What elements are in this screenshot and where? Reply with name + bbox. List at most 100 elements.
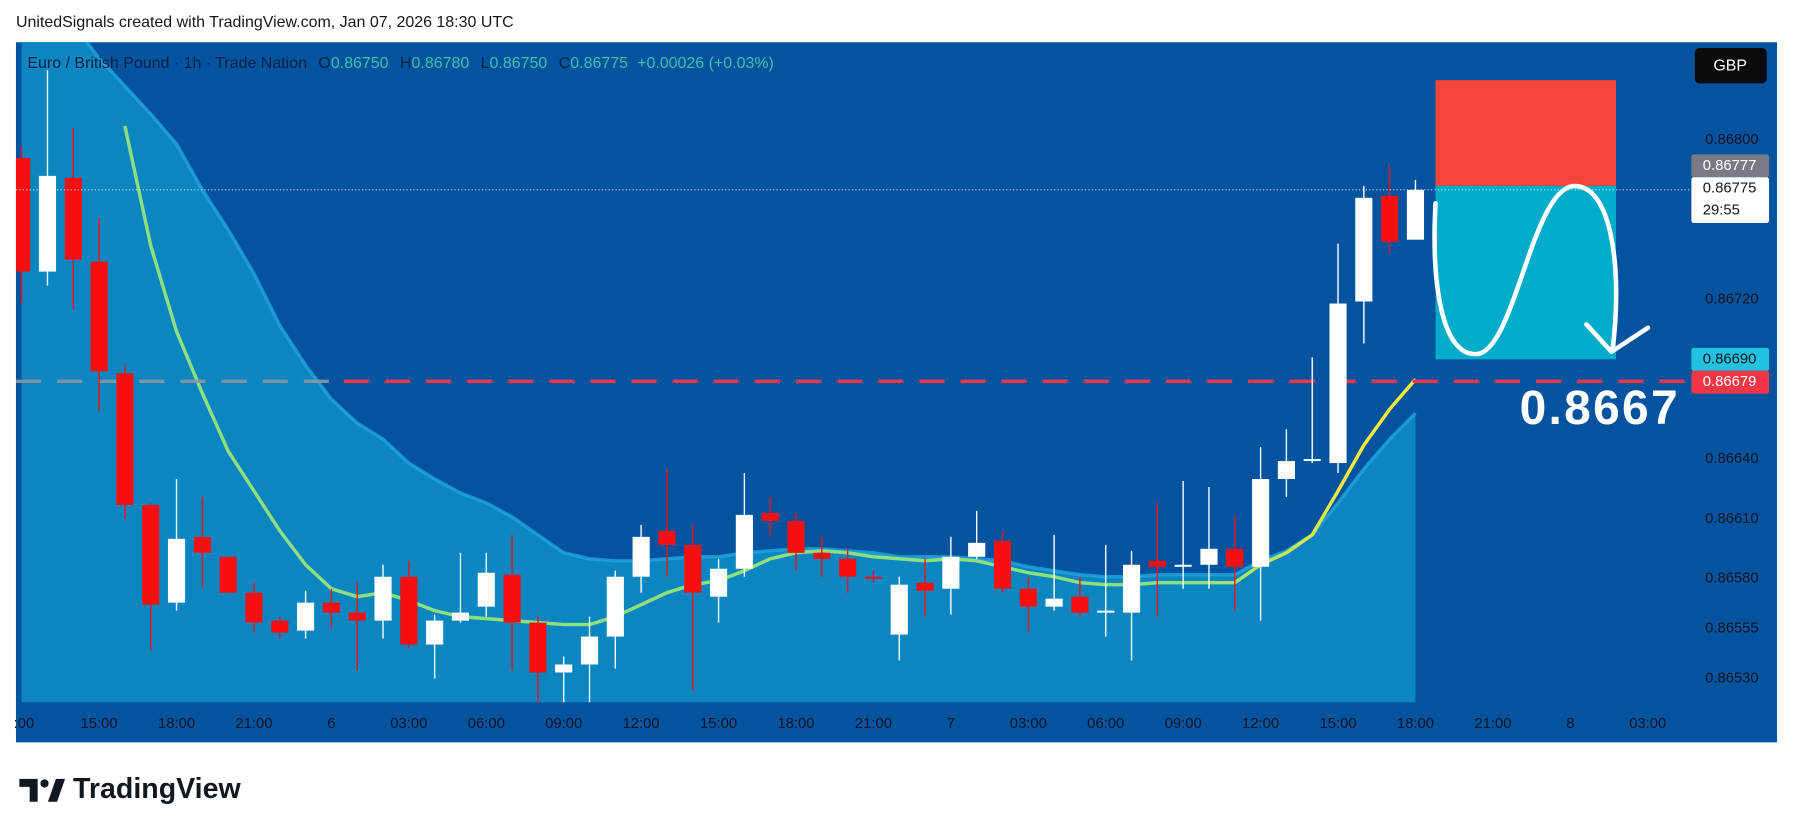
candle-body xyxy=(322,602,340,613)
legend-value: 0.86750 xyxy=(490,55,548,72)
x-tick-label: 18:00 xyxy=(158,716,195,732)
candle-body xyxy=(1071,596,1089,613)
candle-body xyxy=(219,556,237,593)
candle-body xyxy=(580,636,599,665)
price-label: 0.86690 xyxy=(1703,351,1757,367)
candle-body xyxy=(709,568,728,597)
price-label-bg xyxy=(1691,154,1770,178)
legend-key: H xyxy=(400,55,412,72)
candle-body xyxy=(1045,598,1063,607)
candle-body xyxy=(15,157,31,272)
y-tick-label: 0.86555 xyxy=(1705,621,1759,637)
candle-body xyxy=(477,572,495,607)
target-zone xyxy=(1435,185,1617,360)
candle-body xyxy=(90,261,108,372)
candle-body xyxy=(1200,548,1218,565)
candle-body xyxy=(1226,548,1244,567)
candle-body xyxy=(193,536,211,553)
plot-area xyxy=(15,42,1690,703)
legend-value: 0.86750 xyxy=(331,55,389,72)
x-tick-label: 15:00 xyxy=(1319,716,1356,732)
x-tick-label: 03:00 xyxy=(390,716,427,732)
candle-body xyxy=(735,514,753,569)
candle-body xyxy=(38,175,57,272)
price-label: 0.86775 xyxy=(1703,181,1757,197)
candle-body xyxy=(1303,459,1321,462)
drawn-arrow xyxy=(1432,183,1619,357)
candle-body xyxy=(426,620,444,645)
candle-body xyxy=(916,582,934,591)
x-tick-label: 06:00 xyxy=(1087,716,1124,732)
y-tick-label: 0.86530 xyxy=(1705,670,1759,686)
candle-body xyxy=(503,574,521,623)
candle-body xyxy=(864,576,882,579)
x-tick-label: :00 xyxy=(14,716,35,732)
y-tick-label: 0.86610 xyxy=(1705,511,1759,527)
candle-body xyxy=(632,536,650,577)
y-tick-label: 0.86580 xyxy=(1705,571,1759,587)
candle-body xyxy=(839,558,857,577)
x-tick-label: 21:00 xyxy=(855,716,892,732)
x-tick-label: 18:00 xyxy=(1397,716,1434,732)
stop-zone xyxy=(1435,80,1617,186)
cloud-area xyxy=(21,42,1416,703)
x-tick-label: 03:00 xyxy=(1629,716,1666,732)
candle-body xyxy=(1277,461,1295,480)
candle-body xyxy=(555,664,573,673)
x-tick-label: 21:00 xyxy=(1474,716,1511,732)
legend-change: +0.00026 (+0.03%) xyxy=(637,55,774,72)
x-tick-label: 18:00 xyxy=(777,716,814,732)
legend-key: O xyxy=(318,55,330,72)
price-label: 0.86679 xyxy=(1703,374,1757,390)
candle-body xyxy=(271,620,289,633)
x-tick-label: 09:00 xyxy=(545,716,582,732)
drawn-arrow-head xyxy=(1584,322,1651,355)
price-label: 0.86777 xyxy=(1703,158,1757,174)
candle-body xyxy=(142,504,160,605)
overlay: 0.8667 xyxy=(15,80,1690,435)
candle-body xyxy=(116,373,134,505)
price-label-bg xyxy=(1691,347,1770,371)
candle-body xyxy=(374,576,392,621)
legend-symbol: Euro / British Pound · 1h · Trade Nation xyxy=(27,55,307,72)
candle-body xyxy=(1097,610,1115,613)
y-tick-label: 0.86640 xyxy=(1705,451,1759,467)
candle-body xyxy=(400,576,418,645)
currency-button[interactable]: GBP xyxy=(1713,57,1747,74)
candle-body xyxy=(993,540,1012,589)
candle-body xyxy=(1174,564,1192,567)
x-tick-label: 7 xyxy=(947,716,955,732)
candle-body xyxy=(1252,479,1270,567)
candle-body xyxy=(813,552,831,559)
candle-body xyxy=(1122,564,1141,613)
candle-body xyxy=(1381,195,1399,242)
x-tick-label: 8 xyxy=(1566,716,1574,732)
price-label-bg xyxy=(1691,177,1770,223)
x-tick-label: 12:00 xyxy=(623,716,660,732)
x-tick-label: 06:00 xyxy=(468,716,505,732)
legend-key: L xyxy=(481,55,490,72)
y-tick-label: 0.86720 xyxy=(1705,291,1759,307)
candle-body xyxy=(787,520,805,553)
candle-body xyxy=(451,612,470,621)
logo xyxy=(19,778,66,802)
candle-body xyxy=(684,544,702,593)
currency-button-bg[interactable] xyxy=(1694,47,1767,84)
brand: TradingView xyxy=(73,773,241,805)
candle-body xyxy=(245,592,263,623)
legend: Euro / British Pound · 1h · Trade Nation… xyxy=(27,55,773,72)
candle-body xyxy=(1148,560,1166,567)
candle-body xyxy=(606,576,624,637)
candle-body xyxy=(348,612,366,621)
x-tick-label: 12:00 xyxy=(1242,716,1279,732)
x-tick-label: 09:00 xyxy=(1165,716,1202,732)
candle-body xyxy=(658,530,676,545)
candle-body xyxy=(1329,303,1347,464)
x-tick-label: 03:00 xyxy=(1010,716,1047,732)
legend-value: 0.86775 xyxy=(570,55,628,72)
candle-body xyxy=(968,542,986,557)
candle-body xyxy=(64,177,82,260)
annotation: 0.8667 xyxy=(1520,382,1680,435)
ema-line xyxy=(123,125,1417,627)
